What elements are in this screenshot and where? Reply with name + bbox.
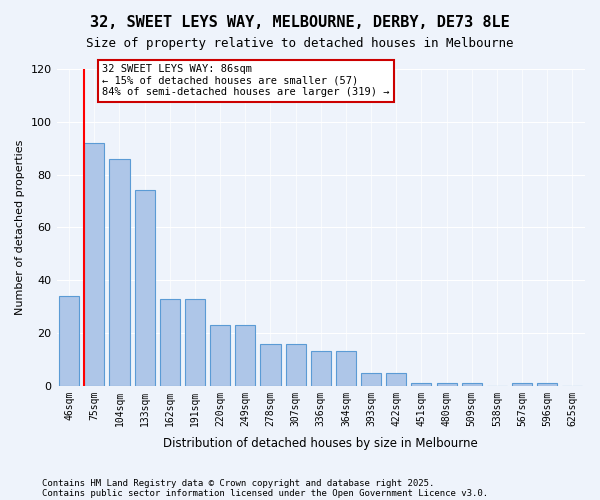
- Y-axis label: Number of detached properties: Number of detached properties: [15, 140, 25, 315]
- X-axis label: Distribution of detached houses by size in Melbourne: Distribution of detached houses by size …: [163, 437, 478, 450]
- Bar: [336, 352, 356, 386]
- Bar: [512, 383, 532, 386]
- Text: Size of property relative to detached houses in Melbourne: Size of property relative to detached ho…: [86, 38, 514, 51]
- Bar: [286, 344, 305, 386]
- Text: Contains HM Land Registry data © Crown copyright and database right 2025.: Contains HM Land Registry data © Crown c…: [42, 478, 434, 488]
- Bar: [235, 325, 256, 386]
- Text: Contains public sector information licensed under the Open Government Licence v3: Contains public sector information licen…: [42, 488, 488, 498]
- Bar: [361, 372, 381, 386]
- Bar: [311, 352, 331, 386]
- Bar: [537, 383, 557, 386]
- Bar: [84, 143, 104, 386]
- Bar: [461, 383, 482, 386]
- Bar: [412, 383, 431, 386]
- Text: 32, SWEET LEYS WAY, MELBOURNE, DERBY, DE73 8LE: 32, SWEET LEYS WAY, MELBOURNE, DERBY, DE…: [90, 15, 510, 30]
- Bar: [59, 296, 79, 386]
- Text: 32 SWEET LEYS WAY: 86sqm
← 15% of detached houses are smaller (57)
84% of semi-d: 32 SWEET LEYS WAY: 86sqm ← 15% of detach…: [102, 64, 389, 98]
- Bar: [160, 298, 180, 386]
- Bar: [134, 190, 155, 386]
- Bar: [185, 298, 205, 386]
- Bar: [210, 325, 230, 386]
- Bar: [260, 344, 281, 386]
- Bar: [437, 383, 457, 386]
- Bar: [109, 159, 130, 386]
- Bar: [386, 372, 406, 386]
